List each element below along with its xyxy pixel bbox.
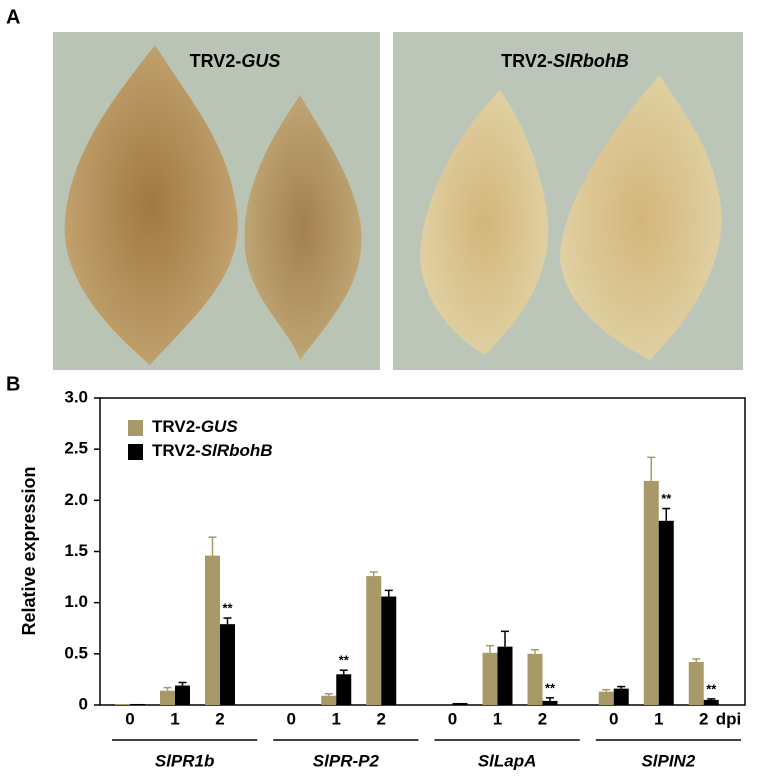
y-tick-label: 0 xyxy=(79,694,88,713)
error-bar xyxy=(546,697,554,701)
significance-label: ** xyxy=(661,491,672,506)
bar xyxy=(643,480,659,705)
legend-label: TRV2-GUS xyxy=(152,417,238,436)
y-tick-label: 1.5 xyxy=(64,541,88,560)
bar xyxy=(130,703,145,705)
error-bar xyxy=(647,456,656,481)
leaf xyxy=(560,75,722,360)
x-tick-label: 0 xyxy=(609,709,618,728)
error-bar xyxy=(692,658,701,663)
bar xyxy=(497,646,513,705)
significance-label: ** xyxy=(545,680,556,695)
bar xyxy=(613,688,629,705)
error-bar xyxy=(707,698,716,700)
x-tick-label: 2 xyxy=(215,709,224,728)
error-bar xyxy=(369,571,378,577)
y-tick-label: 3.0 xyxy=(64,387,88,406)
bar xyxy=(381,596,397,705)
image-caption: TRV2-GUS xyxy=(190,51,281,71)
error-bar xyxy=(339,669,348,675)
bar xyxy=(366,576,382,705)
bar xyxy=(658,520,674,705)
error-bar xyxy=(501,630,509,647)
bar xyxy=(220,624,235,705)
x-tick-label: 2 xyxy=(699,709,708,728)
group-label: SlPR1b xyxy=(155,751,215,770)
panel-label: A xyxy=(6,6,20,28)
error-bar xyxy=(324,692,333,696)
leaf xyxy=(420,90,549,355)
bar xyxy=(598,691,614,705)
y-tick-label: 0.5 xyxy=(64,643,88,662)
error-bar xyxy=(486,644,494,653)
x-tick-label: 1 xyxy=(493,709,502,728)
group-label: SlPR-P2 xyxy=(313,751,380,770)
bar xyxy=(482,652,498,705)
significance-label: ** xyxy=(222,600,233,615)
error-bar xyxy=(662,507,671,521)
bar xyxy=(527,653,543,705)
bar xyxy=(703,699,719,705)
y-tick-label: 2.0 xyxy=(64,490,88,509)
x-tick-label: 0 xyxy=(287,709,296,728)
bar xyxy=(175,685,190,705)
panel-label: B xyxy=(6,373,20,395)
bar xyxy=(321,695,337,705)
x-tick-label: 1 xyxy=(332,709,341,728)
error-bar xyxy=(178,681,187,686)
y-tick-label: 2.5 xyxy=(64,439,88,458)
legend-label: TRV2-SlRbohB xyxy=(152,441,273,460)
error-bar xyxy=(223,617,232,625)
x-tick-label: 2 xyxy=(377,709,386,728)
legend-swatch xyxy=(128,420,143,436)
group-label: SlLapA xyxy=(478,751,537,770)
significance-label: ** xyxy=(339,653,350,668)
bar xyxy=(336,674,352,705)
leaf xyxy=(64,45,238,365)
image-caption: TRV2-SlRbohB xyxy=(501,51,629,71)
bar xyxy=(115,703,130,705)
x-tick-label: 2 xyxy=(538,709,547,728)
legend-swatch xyxy=(128,444,143,460)
error-bar xyxy=(384,589,393,597)
error-bar xyxy=(617,685,626,689)
group-label: SlPIN2 xyxy=(641,751,695,770)
error-bar xyxy=(531,648,539,654)
y-axis-title: Relative expression xyxy=(19,466,39,635)
leaf xyxy=(244,95,362,360)
significance-label: ** xyxy=(706,681,717,696)
x-tick-label: 1 xyxy=(170,709,179,728)
x-tick-label: 1 xyxy=(654,709,663,728)
error-bar xyxy=(208,536,217,556)
bar xyxy=(452,702,468,705)
y-tick-label: 1.0 xyxy=(64,592,88,611)
bar xyxy=(160,690,175,705)
error-bar xyxy=(602,688,611,692)
bar xyxy=(205,555,220,705)
bar xyxy=(542,700,558,705)
x-tick-label: 0 xyxy=(125,709,134,728)
error-bar xyxy=(163,686,172,691)
x-tick-label: 0 xyxy=(448,709,457,728)
bar xyxy=(688,662,704,705)
x-unit: dpi xyxy=(716,709,742,728)
